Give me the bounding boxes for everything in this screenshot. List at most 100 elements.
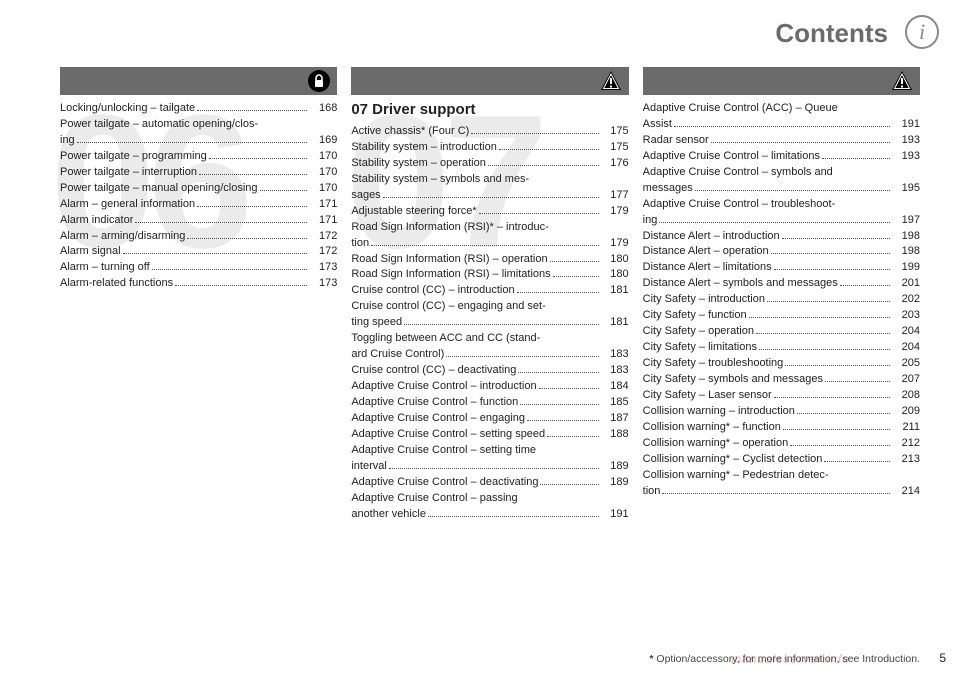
- toc-page: 212: [892, 436, 920, 452]
- toc-label: Cruise control (CC) – deactivating: [351, 363, 516, 379]
- toc-entry: Distance Alert – symbols and messages201: [643, 276, 920, 292]
- toc-entry: Distance Alert – operation 198: [643, 244, 920, 260]
- toc-page: 213: [892, 452, 920, 468]
- toc-col3: Adaptive Cruise Control (ACC) – QueueAss…: [643, 101, 920, 499]
- toc-page: 207: [892, 372, 920, 388]
- toc-entry: City Safety – function 203: [643, 308, 920, 324]
- toc-entry: Alarm indicator171: [60, 213, 337, 229]
- column-2-header: [351, 67, 628, 95]
- toc-page: 172: [309, 229, 337, 245]
- toc-entry: Adjustable steering force*179: [351, 204, 628, 220]
- toc-page: 197: [892, 213, 920, 229]
- toc-entry: Alarm – general information171: [60, 197, 337, 213]
- toc-entry: Road Sign Information (RSI) – limitation…: [351, 267, 628, 283]
- toc-entry: another vehicle191: [351, 507, 628, 523]
- toc-label: Alarm signal: [60, 244, 121, 260]
- toc-label: ing: [643, 213, 658, 229]
- info-icon: i: [904, 14, 940, 50]
- toc-page: 201: [892, 276, 920, 292]
- toc-label: Adaptive Cruise Control – passing: [351, 491, 517, 507]
- toc-entry: Road Sign Information (RSI)* – introduc-: [351, 220, 628, 236]
- toc-label: Alarm – turning off: [60, 260, 150, 276]
- toc-label: Adaptive Cruise Control – troubleshoot-: [643, 197, 836, 213]
- toc-page: 203: [892, 308, 920, 324]
- toc-label: Adaptive Cruise Control – introduction: [351, 379, 536, 395]
- toc-label: Power tailgate – automatic opening/clos-: [60, 117, 258, 133]
- toc-entry: City Safety – symbols and messages207: [643, 372, 920, 388]
- toc-page: 183: [601, 347, 629, 363]
- toc-label: Adaptive Cruise Control – symbols and: [643, 165, 833, 181]
- toc-page: 195: [892, 181, 920, 197]
- lock-icon: [307, 69, 331, 93]
- toc-page: 184: [601, 379, 629, 395]
- toc-page: 172: [309, 244, 337, 260]
- toc-entry: City Safety – limitations 204: [643, 340, 920, 356]
- toc-page: 170: [309, 165, 337, 181]
- toc-entry: Adaptive Cruise Control – engaging187: [351, 411, 628, 427]
- toc-label: Distance Alert – operation: [643, 244, 769, 260]
- toc-entry: ard Cruise Control)183: [351, 347, 628, 363]
- toc-entry: Collision warning* – operation 212: [643, 436, 920, 452]
- toc-label: City Safety – Laser sensor: [643, 388, 772, 404]
- toc-label: City Safety – function: [643, 308, 747, 324]
- toc-label: Road Sign Information (RSI) – operation: [351, 252, 547, 268]
- toc-entry: Stability system – operation176: [351, 156, 628, 172]
- toc-entry: Alarm – arming/disarming172: [60, 229, 337, 245]
- toc-label: Collision warning* – operation: [643, 436, 789, 452]
- toc-page: 179: [601, 236, 629, 252]
- toc-label: Distance Alert – limitations: [643, 260, 772, 276]
- toc-label: Power tailgate – manual opening/closing: [60, 181, 258, 197]
- toc-page: 205: [892, 356, 920, 372]
- toc-label: Stability system – operation: [351, 156, 486, 172]
- toc-label: ting speed: [351, 315, 402, 331]
- toc-page: 191: [601, 507, 629, 523]
- toc-label: Alarm indicator: [60, 213, 133, 229]
- toc-entry: Adaptive Cruise Control – setting time: [351, 443, 628, 459]
- toc-page: 175: [601, 140, 629, 156]
- toc-page: 193: [892, 133, 920, 149]
- toc-page: 183: [601, 363, 629, 379]
- toc-entry: Distance Alert – introduction198: [643, 229, 920, 245]
- toc-label: Stability system – introduction: [351, 140, 497, 156]
- toc-entry: City Safety – troubleshooting 205: [643, 356, 920, 372]
- toc-page: 185: [601, 395, 629, 411]
- toc-label: Collision warning* – Cyclist detection: [643, 452, 823, 468]
- toc-label: Power tailgate – interruption: [60, 165, 197, 181]
- toc-page: 169: [309, 133, 337, 149]
- toc-label: Alarm – general information: [60, 197, 195, 213]
- toc-page: 168: [309, 101, 337, 117]
- toc-entry: Power tailgate – interruption 170: [60, 165, 337, 181]
- toc-page: 177: [601, 188, 629, 204]
- column-3-header: [643, 67, 920, 95]
- toc-entry: Alarm signal 172: [60, 244, 337, 260]
- section-title-07: 07 Driver support: [351, 101, 628, 118]
- toc-label: Collision warning* – function: [643, 420, 781, 436]
- column-2: 07 07 Driver support Active chassis* (Fo…: [351, 67, 628, 522]
- footnote-text: Option/accessory, for more information, …: [653, 653, 920, 665]
- toc-label: Active chassis* (Four C): [351, 124, 469, 140]
- toc-entry: Cruise control (CC) – introduction181: [351, 283, 628, 299]
- toc-entry: City Safety – Laser sensor 208: [643, 388, 920, 404]
- toc-entry: interval189: [351, 459, 628, 475]
- toc-label: City Safety – troubleshooting: [643, 356, 784, 372]
- toc-entry: Alarm-related functions173: [60, 276, 337, 292]
- toc-entry: Adaptive Cruise Control – troubleshoot-: [643, 197, 920, 213]
- toc-entry: Power tailgate – automatic opening/clos-: [60, 117, 337, 133]
- toc-label: sages: [351, 188, 380, 204]
- toc-entry: ing169: [60, 133, 337, 149]
- toc-entry: Collision warning* – Pedestrian detec-: [643, 468, 920, 484]
- toc-entry: ting speed 181: [351, 315, 628, 331]
- toc-page: 204: [892, 340, 920, 356]
- toc-page: 198: [892, 244, 920, 260]
- toc-page: 181: [601, 315, 629, 331]
- toc-page: 180: [601, 252, 629, 268]
- toc-page: 208: [892, 388, 920, 404]
- toc-entry: messages195: [643, 181, 920, 197]
- toc-entry: Adaptive Cruise Control – passing: [351, 491, 628, 507]
- toc-label: Adaptive Cruise Control – engaging: [351, 411, 525, 427]
- toc-entry: tion214: [643, 484, 920, 500]
- toc-page: 199: [892, 260, 920, 276]
- toc-col1: Locking/unlocking – tailgate168Power tai…: [60, 101, 337, 292]
- toc-label: City Safety – limitations: [643, 340, 757, 356]
- toc-entry: City Safety – introduction202: [643, 292, 920, 308]
